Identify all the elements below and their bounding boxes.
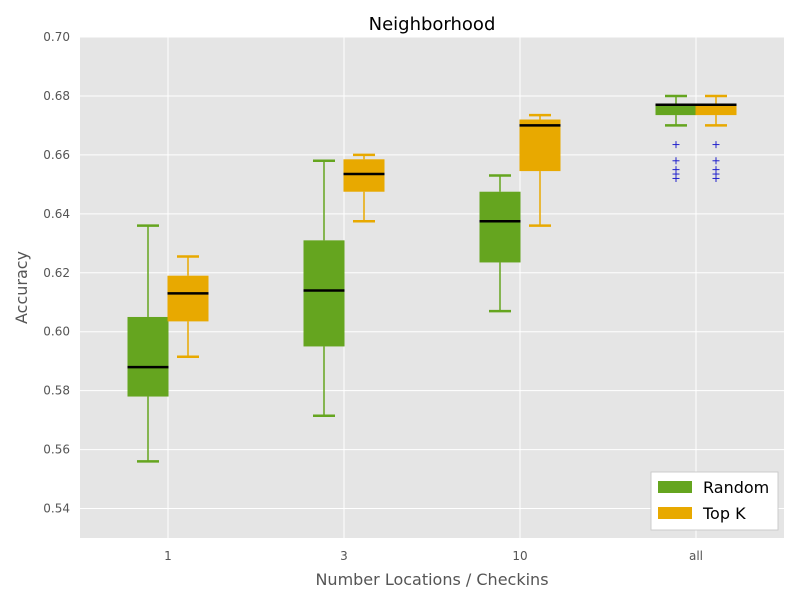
chart-title: Neighborhood <box>369 14 496 35</box>
legend: Random Top K <box>650 471 779 531</box>
y-tick-label: 0.68 <box>43 89 70 103</box>
y-tick-labels: 0.54 0.56 0.58 0.60 0.62 0.64 0.66 0.68 0.70 <box>43 30 70 516</box>
box-random <box>303 159 345 417</box>
flier-marker <box>712 141 720 149</box>
legend-swatch-top-k <box>658 507 692 519</box>
x-tick-label: 3 <box>340 549 348 563</box>
y-tick-label: 0.60 <box>43 325 70 339</box>
x-tick-label: all <box>689 549 703 563</box>
iqr-box <box>479 191 521 263</box>
box-random <box>655 94 697 182</box>
box-random <box>479 174 521 313</box>
iqr-box <box>343 159 385 192</box>
legend-swatch-random <box>658 481 692 493</box>
x-tick-label: 10 <box>512 549 527 563</box>
box-top-k <box>343 153 385 223</box>
legend-label-top-k: Top K <box>702 504 746 523</box>
flier-marker <box>712 174 720 182</box>
legend-label-random: Random <box>703 478 769 497</box>
iqr-box <box>127 316 169 397</box>
flier-marker <box>672 174 680 182</box>
y-tick-label: 0.70 <box>43 30 70 44</box>
flier-marker <box>672 141 680 149</box>
y-tick-label: 0.66 <box>43 148 70 162</box>
box-random <box>127 224 169 463</box>
flier-marker <box>672 157 680 165</box>
box-top-k <box>519 113 561 227</box>
x-tick-labels: 1 3 10 all <box>164 549 703 563</box>
iqr-box <box>655 104 697 116</box>
y-tick-label: 0.56 <box>43 443 70 457</box>
box-top-k <box>167 255 209 359</box>
iqr-box <box>695 104 737 116</box>
box-top-k <box>695 94 737 182</box>
y-tick-label: 0.64 <box>43 207 70 221</box>
iqr-box <box>519 119 561 172</box>
y-tick-label: 0.62 <box>43 266 70 280</box>
x-tick-label: 1 <box>164 549 172 563</box>
y-tick-label: 0.54 <box>43 502 70 516</box>
y-tick-label: 0.58 <box>43 384 70 398</box>
box-series <box>127 94 737 463</box>
x-axis-label: Number Locations / Checkins <box>315 570 548 589</box>
y-axis-label: Accuracy <box>12 251 31 324</box>
iqr-box <box>303 240 345 347</box>
iqr-box <box>167 275 209 322</box>
flier-marker <box>712 157 720 165</box>
